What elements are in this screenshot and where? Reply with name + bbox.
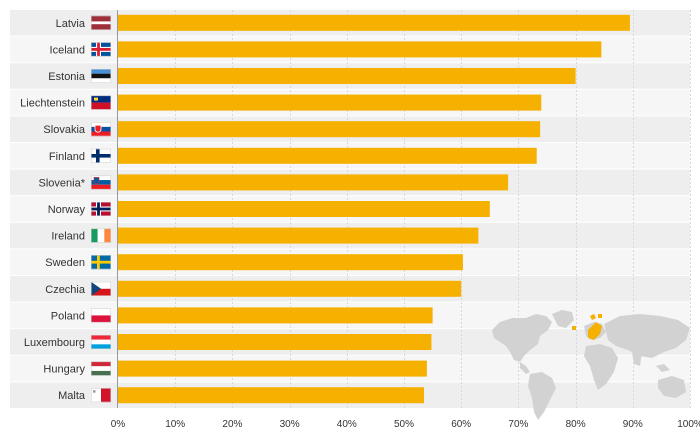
x-axis-ticks: 0% 10% 20% 30% 40% 50% 60% 70% 80% 90% 100%: [111, 419, 700, 430]
category-labels: Latvia Iceland Estonia Liechtenstein Slovaki…: [20, 18, 86, 402]
category-label: Slovakia: [43, 124, 85, 136]
flag-is-icon: [91, 42, 111, 57]
x-tick-label: 100%: [677, 419, 700, 430]
category-label: Iceland: [50, 44, 85, 56]
bar: [118, 201, 490, 217]
bar: [118, 147, 537, 164]
category-label: Hungary: [43, 364, 85, 376]
flag-fi-icon: [91, 148, 111, 163]
category-label: Liechtenstein: [20, 98, 85, 110]
bar: [118, 254, 463, 271]
category-label: Sweden: [45, 257, 85, 269]
flag-lu-icon: [91, 335, 111, 349]
bar: [118, 334, 432, 350]
category-label: Ireland: [51, 231, 85, 243]
bar: [118, 387, 425, 404]
x-tick-label: 40%: [337, 419, 357, 430]
category-label: Latvia: [56, 18, 86, 30]
x-tick-label: 30%: [280, 419, 300, 430]
flag-li-icon: [91, 95, 111, 110]
x-tick-label: 70%: [508, 419, 528, 430]
x-tick-label: 80%: [566, 419, 586, 430]
bar: [118, 280, 462, 297]
bars: [118, 14, 630, 404]
x-tick-label: 10%: [165, 419, 185, 430]
flag-cz-icon: [91, 281, 111, 296]
flag-ie-icon: [91, 228, 111, 243]
category-label: Czechia: [45, 284, 86, 296]
world-map-icon: [492, 310, 690, 420]
bar: [118, 121, 541, 138]
x-tick-label: 90%: [623, 419, 643, 430]
flag-no-icon: [91, 202, 111, 216]
bar: [118, 307, 433, 324]
x-tick-label: 50%: [394, 419, 414, 430]
category-label: Poland: [51, 310, 85, 322]
flags: [91, 15, 111, 403]
flag-lv-icon: [91, 15, 111, 30]
x-tick-label: 0%: [111, 419, 126, 430]
flag-pl-icon: [91, 308, 111, 323]
bar: [118, 360, 427, 377]
bar: [118, 68, 576, 84]
category-label: Estonia: [48, 71, 86, 83]
category-label: Malta: [58, 390, 86, 402]
category-label: Slovenia*: [39, 177, 86, 189]
flag-mt-icon: [91, 388, 111, 403]
category-label: Norway: [48, 204, 86, 216]
category-label: Finland: [49, 151, 85, 163]
flag-ee-icon: [91, 69, 111, 83]
x-tick-label: 60%: [451, 419, 471, 430]
flag-si-icon: [91, 175, 111, 190]
flag-hu-icon: [91, 361, 111, 376]
bar: [118, 41, 602, 58]
category-label: Luxembourg: [24, 337, 85, 349]
flag-sk-icon: [91, 122, 111, 137]
bar: [118, 94, 542, 111]
flag-se-icon: [91, 255, 111, 270]
bar: [118, 227, 479, 244]
x-tick-label: 20%: [222, 419, 242, 430]
bar: [118, 14, 630, 31]
bar: [118, 174, 509, 191]
